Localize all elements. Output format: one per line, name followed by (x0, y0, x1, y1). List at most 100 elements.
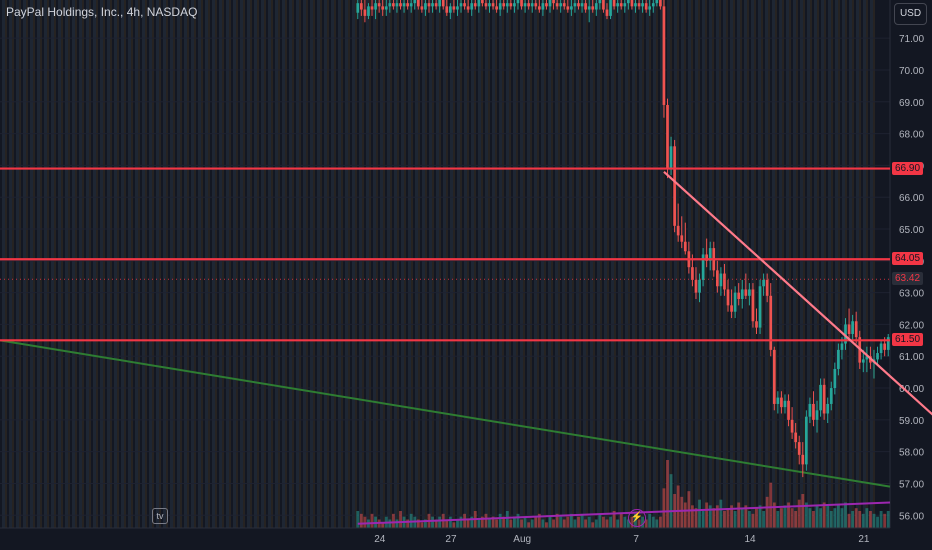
volume-bar (448, 516, 452, 528)
volume-bar (836, 505, 840, 528)
session-band (355, 0, 357, 528)
tradingview-logo-icon[interactable]: tv (152, 508, 168, 524)
session-band (873, 0, 875, 528)
session-band (261, 0, 264, 528)
session-band (611, 0, 614, 528)
candle-body (812, 403, 815, 420)
session-band (772, 0, 775, 528)
session-band (859, 0, 861, 528)
session-band (173, 0, 175, 528)
candle-body (808, 403, 812, 417)
session-band (674, 0, 677, 528)
candle-body (676, 225, 680, 236)
session-band (327, 0, 329, 528)
session-band (331, 0, 334, 528)
candle-body (392, 3, 395, 7)
session-band (849, 0, 852, 528)
candle-body (840, 343, 844, 350)
session-band (33, 0, 35, 528)
candle-body (523, 3, 527, 7)
volume-bar (445, 519, 449, 528)
session-band (282, 0, 285, 528)
volume-bar (388, 519, 392, 528)
session-band (79, 0, 82, 528)
candle-body (534, 3, 538, 7)
time-tick-label: 14 (744, 534, 756, 545)
candle-body (783, 400, 787, 408)
session-band (215, 0, 217, 528)
session-band (40, 0, 42, 528)
candle-body (502, 3, 506, 7)
candle-body (441, 0, 445, 7)
currency-button[interactable]: USD (894, 3, 927, 25)
volume-bar (861, 513, 865, 528)
session-band (86, 0, 89, 528)
last-price-label: 63.42 (892, 272, 923, 286)
session-band (541, 0, 544, 528)
session-band (625, 0, 628, 528)
volume-bar (669, 474, 673, 528)
session-band (180, 0, 182, 528)
volume-bar (566, 516, 570, 528)
session-band (212, 0, 215, 528)
lightning-icon[interactable]: ⚡ (628, 509, 646, 527)
candle-body (673, 146, 676, 226)
session-band (758, 0, 761, 528)
session-band (313, 0, 315, 528)
candle-body (861, 359, 865, 363)
session-band (604, 0, 607, 528)
volume-bar (769, 482, 773, 528)
session-band (509, 0, 511, 528)
volume-bar (765, 496, 769, 528)
session-band (481, 0, 483, 528)
session-band (432, 0, 434, 528)
candle-body (466, 6, 470, 10)
session-band (194, 0, 196, 528)
candle-body (470, 3, 474, 10)
session-band (628, 0, 630, 528)
volume-bar (527, 522, 531, 528)
candle-body (363, 9, 367, 16)
session-band (730, 0, 733, 528)
price-tick-label: 63.00 (899, 289, 924, 300)
session-band (415, 0, 418, 528)
session-band (117, 0, 119, 528)
candle-body (794, 432, 798, 443)
volume-bar (868, 511, 872, 528)
volume-bar (690, 505, 694, 528)
candle-body (822, 384, 826, 414)
session-band (264, 0, 266, 528)
candle-body (708, 248, 712, 261)
volume-bar (520, 519, 523, 528)
session-band (383, 0, 385, 528)
volume-bar (797, 499, 801, 528)
session-band (499, 0, 502, 528)
session-band (411, 0, 413, 528)
session-band (618, 0, 621, 528)
candle-body (662, 6, 666, 105)
volume-bar (865, 508, 869, 528)
session-band (208, 0, 210, 528)
session-band (271, 0, 273, 528)
session-band (467, 0, 469, 528)
session-band (744, 0, 747, 528)
volume-bar (879, 511, 883, 528)
session-band (436, 0, 439, 528)
volume-bar (847, 513, 851, 528)
session-band (5, 0, 7, 528)
session-band (341, 0, 343, 528)
volume-bar (616, 519, 620, 528)
candle-body (377, 3, 381, 7)
volume-bar (705, 502, 709, 528)
session-band (821, 0, 824, 528)
session-band (191, 0, 194, 528)
session-band (751, 0, 754, 528)
price-label-66-90: 66.90 (892, 161, 923, 175)
session-band (775, 0, 777, 528)
session-band (394, 0, 397, 528)
volume-bar (512, 516, 516, 528)
price-label-61-50: 61.50 (892, 333, 923, 347)
candle-body (801, 454, 805, 465)
candle-body (459, 3, 463, 7)
